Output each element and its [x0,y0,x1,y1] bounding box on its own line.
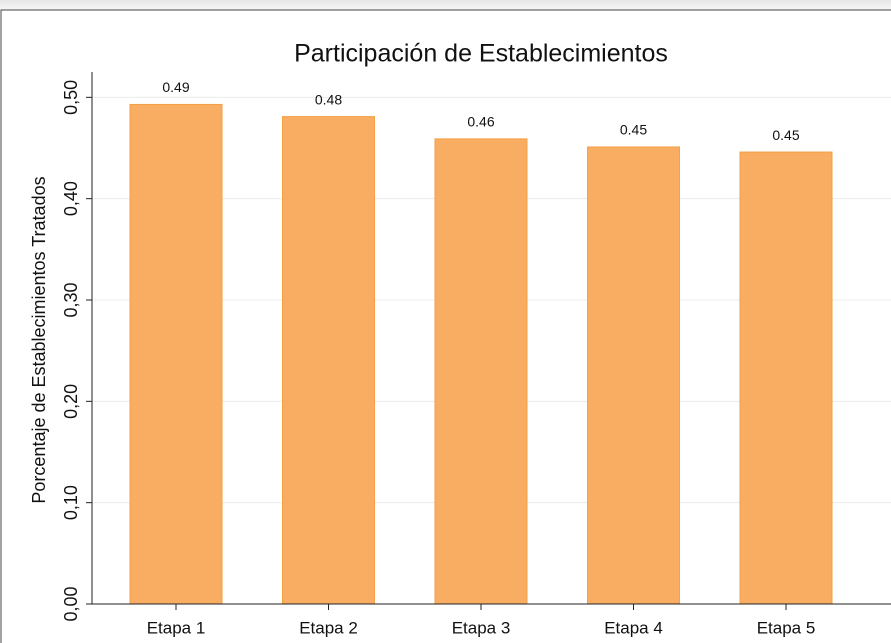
chart-title: Participación de Establecimientos [294,40,668,68]
value-label: 0.45 [620,122,647,138]
y-tick-label: 0,40 [61,181,81,216]
bar [282,116,375,605]
bar [434,138,528,605]
bar [587,146,680,605]
x-tick-label: Etapa 5 [757,618,816,637]
value-label: 0.46 [467,114,494,130]
x-tick-label: Etapa 2 [299,618,358,637]
y-tick-label: 0,30 [61,282,81,317]
y-tick-label: 0,10 [61,485,81,520]
x-tick-label: Etapa 3 [452,618,511,637]
value-label: 0.45 [772,127,799,143]
window-strip [0,0,891,10]
bar [739,151,833,605]
y-tick-label: 0,00 [61,586,81,621]
bar [129,103,223,605]
x-tick-label: Etapa 4 [604,618,663,637]
y-tick-label: 0,50 [61,80,81,115]
x-tick-label: Etapa 1 [147,618,206,637]
value-label: 0.49 [162,79,189,95]
value-label: 0.48 [315,91,342,107]
y-tick-label: 0,20 [61,384,81,419]
y-axis-label: Porcentaje de Establecimientos Tratados [29,176,49,503]
